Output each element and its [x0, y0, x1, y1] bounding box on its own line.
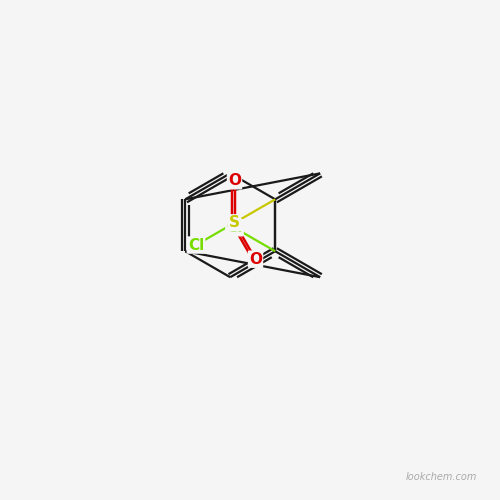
- Text: S: S: [229, 216, 240, 230]
- Text: O: O: [249, 252, 262, 266]
- Text: O: O: [228, 174, 241, 188]
- Text: lookchem.com: lookchem.com: [406, 472, 477, 482]
- Text: Cl: Cl: [188, 238, 204, 252]
- Text: Cl: Cl: [226, 220, 242, 236]
